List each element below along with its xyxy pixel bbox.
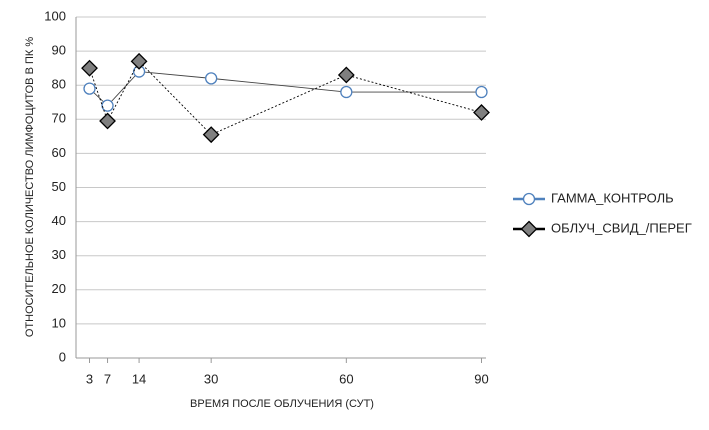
point bbox=[475, 85, 488, 99]
point bbox=[337, 66, 355, 84]
y-tick-label: 100 bbox=[44, 8, 66, 23]
legend-label: ОБЛУЧ_СВИД_/ПЕРЕГ bbox=[551, 220, 692, 235]
y-axis-title: ОТНОСИТЕЛЬНОЕ КОЛИЧЕСТВО ЛИМФОЦИТОВ В ПК… bbox=[24, 37, 36, 337]
y-tick-label: 50 bbox=[52, 179, 66, 194]
y-tick-label: 10 bbox=[52, 315, 66, 330]
x-tick-label: 7 bbox=[104, 371, 111, 386]
point bbox=[205, 72, 218, 85]
legend-marker bbox=[520, 220, 538, 238]
legend-marker bbox=[522, 192, 536, 206]
x-axis-title: ВРЕМЯ ПОСЛЕ ОБЛУЧЕНИЯ (СУТ) bbox=[190, 398, 374, 410]
x-tick-label: 14 bbox=[132, 371, 146, 386]
point bbox=[473, 104, 490, 121]
y-tick-label: 80 bbox=[52, 77, 66, 92]
y-tick-label: 60 bbox=[52, 145, 66, 160]
y-tick-label: 0 bbox=[59, 349, 66, 364]
point bbox=[101, 99, 114, 112]
y-tick-label: 20 bbox=[52, 281, 66, 296]
x-tick-label: 3 bbox=[86, 371, 93, 386]
x-tick-label: 60 bbox=[339, 371, 353, 386]
point bbox=[83, 82, 96, 95]
point bbox=[340, 85, 353, 99]
legend-label: ГАММА_КОНТРОЛЬ bbox=[551, 190, 674, 205]
series-line bbox=[89, 60, 482, 136]
point bbox=[130, 52, 148, 70]
point bbox=[81, 59, 98, 77]
series-line bbox=[89, 71, 482, 107]
y-tick-label: 90 bbox=[52, 43, 66, 58]
y-tick-label: 70 bbox=[52, 111, 66, 126]
x-tick-label: 30 bbox=[204, 371, 218, 386]
y-tick-label: 40 bbox=[52, 213, 66, 228]
x-tick-label: 90 bbox=[474, 371, 488, 386]
y-tick-label: 30 bbox=[52, 247, 66, 262]
point bbox=[99, 112, 116, 130]
point bbox=[202, 126, 220, 144]
